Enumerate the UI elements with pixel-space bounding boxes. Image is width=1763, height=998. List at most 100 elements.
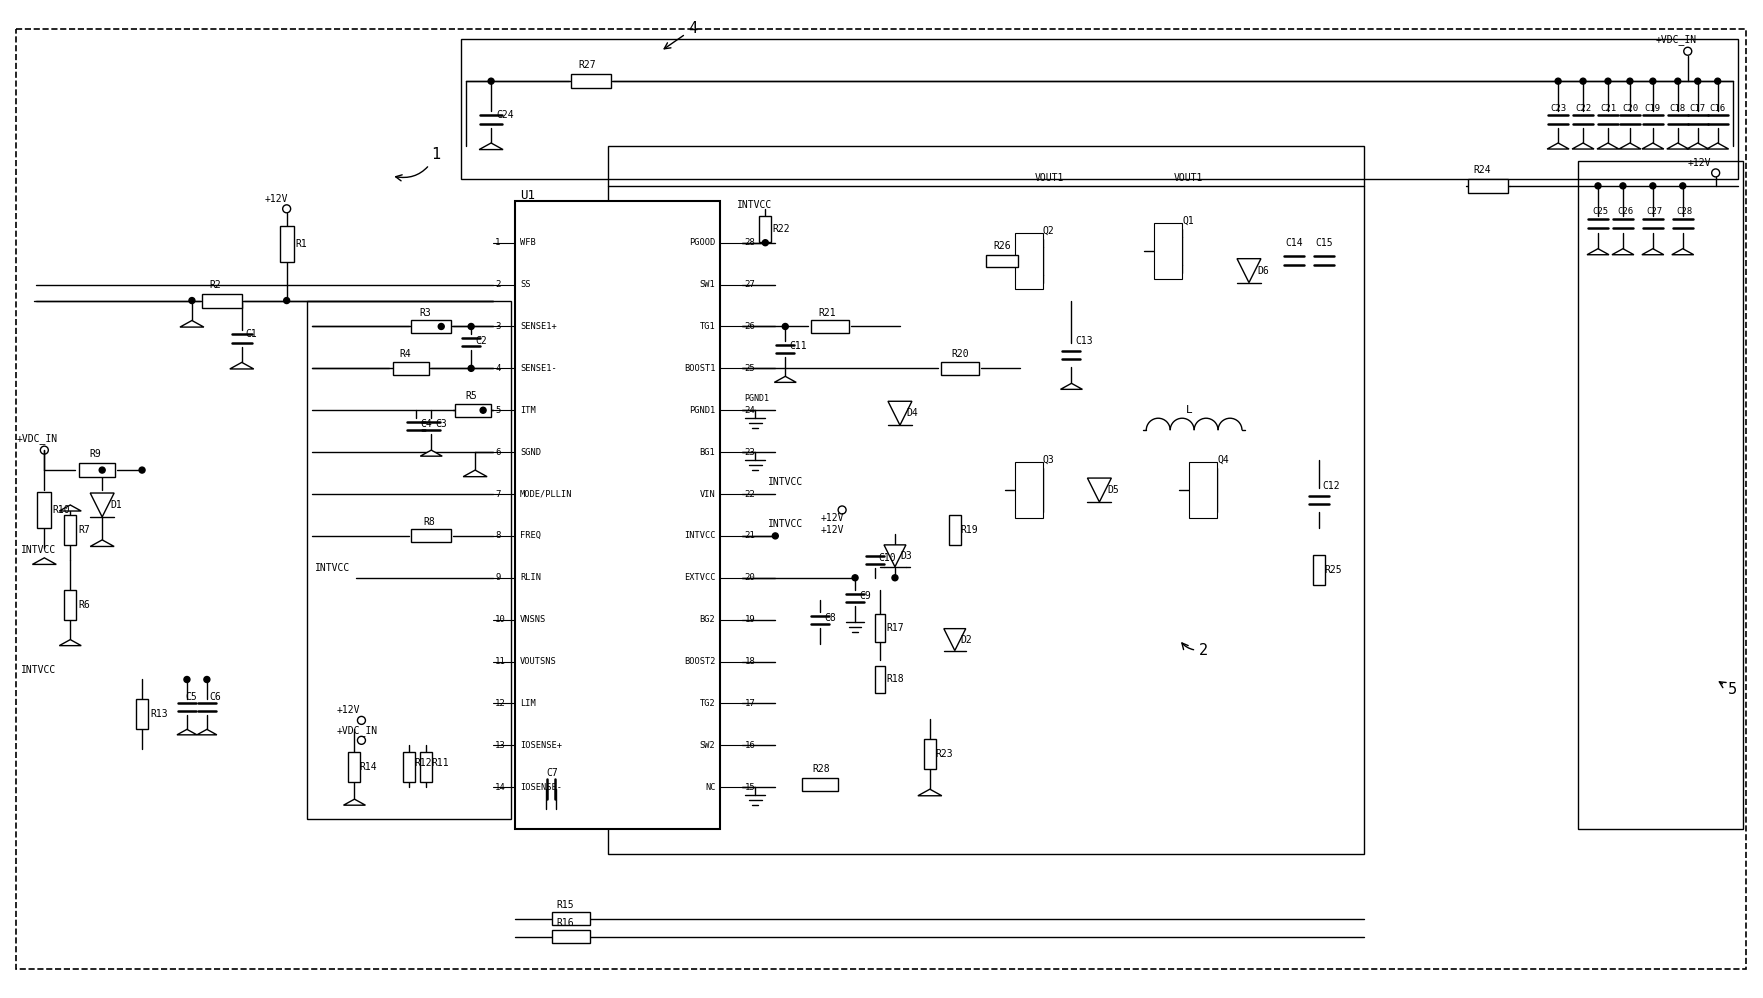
- Polygon shape: [943, 629, 966, 651]
- Circle shape: [488, 78, 494, 84]
- Circle shape: [772, 533, 777, 539]
- Text: R10: R10: [53, 505, 71, 515]
- Text: R5: R5: [465, 391, 478, 401]
- Circle shape: [1680, 183, 1685, 189]
- Bar: [349, 752, 360, 782]
- Text: 6: 6: [495, 448, 501, 457]
- Bar: [608, 146, 1363, 854]
- Circle shape: [1580, 78, 1587, 84]
- Bar: [1015, 462, 1042, 518]
- Text: R27: R27: [578, 60, 596, 70]
- Text: 19: 19: [744, 615, 755, 624]
- Text: R23: R23: [936, 749, 954, 759]
- Text: R2: R2: [210, 279, 222, 289]
- Text: RLIN: RLIN: [520, 573, 541, 582]
- Text: INTVCC: INTVCC: [684, 531, 716, 540]
- Bar: [552, 930, 591, 943]
- Circle shape: [1715, 78, 1721, 84]
- Text: TG1: TG1: [700, 322, 716, 331]
- Circle shape: [284, 297, 289, 303]
- Text: C10: C10: [878, 553, 896, 563]
- Text: C25: C25: [1592, 208, 1608, 217]
- Polygon shape: [1088, 478, 1111, 502]
- Text: C26: C26: [1617, 208, 1633, 217]
- Polygon shape: [1573, 143, 1594, 149]
- Text: 13: 13: [495, 741, 506, 749]
- Circle shape: [1627, 78, 1633, 84]
- Text: SENSE1+: SENSE1+: [520, 322, 557, 331]
- Text: VOUTSNS: VOUTSNS: [520, 657, 557, 666]
- Text: 20: 20: [744, 573, 755, 582]
- Text: +12V: +12V: [820, 513, 844, 523]
- Text: +12V: +12V: [1687, 158, 1712, 168]
- Text: FREQ: FREQ: [520, 531, 541, 540]
- Text: 15: 15: [744, 782, 755, 791]
- Text: R20: R20: [952, 349, 970, 359]
- Circle shape: [183, 677, 190, 683]
- Bar: [37, 492, 51, 528]
- Bar: [420, 752, 432, 782]
- Circle shape: [1650, 183, 1655, 189]
- Circle shape: [783, 323, 788, 329]
- Text: C2: C2: [476, 336, 487, 346]
- Circle shape: [1604, 78, 1611, 84]
- Text: C3: C3: [435, 419, 448, 429]
- Text: R13: R13: [150, 710, 167, 720]
- Text: EXTVCC: EXTVCC: [684, 573, 716, 582]
- Text: R17: R17: [887, 623, 904, 633]
- Text: VOUT1: VOUT1: [1174, 173, 1204, 183]
- Bar: [307, 300, 511, 819]
- Text: R3: R3: [420, 307, 430, 317]
- Circle shape: [1555, 78, 1560, 84]
- Text: R8: R8: [423, 517, 435, 527]
- Text: C21: C21: [1601, 104, 1617, 113]
- Bar: [136, 700, 148, 730]
- Text: INTVCC: INTVCC: [21, 545, 56, 555]
- Text: PGOOD: PGOOD: [689, 239, 716, 248]
- Text: BOOST2: BOOST2: [684, 657, 716, 666]
- Text: R21: R21: [818, 307, 836, 317]
- Polygon shape: [1597, 143, 1618, 149]
- Polygon shape: [1061, 383, 1082, 389]
- Text: VIN: VIN: [700, 489, 716, 499]
- Text: INTVCC: INTVCC: [314, 563, 349, 573]
- Bar: [1188, 462, 1216, 518]
- Text: 3: 3: [495, 322, 501, 331]
- Bar: [1469, 179, 1509, 193]
- Bar: [63, 515, 76, 545]
- Bar: [280, 226, 294, 261]
- Polygon shape: [344, 799, 365, 805]
- Bar: [462, 39, 1738, 179]
- Text: TG2: TG2: [700, 699, 716, 708]
- Circle shape: [1596, 183, 1601, 189]
- Text: 2: 2: [495, 280, 501, 289]
- Text: C18: C18: [1670, 104, 1685, 113]
- Text: Q1: Q1: [1183, 216, 1194, 226]
- Text: R9: R9: [90, 449, 100, 459]
- Bar: [802, 777, 837, 790]
- Text: SGND: SGND: [520, 448, 541, 457]
- Text: 7: 7: [495, 489, 501, 499]
- Text: BG2: BG2: [700, 615, 716, 624]
- Text: D4: D4: [906, 408, 919, 418]
- Text: D1: D1: [109, 500, 122, 510]
- Text: L: L: [1186, 405, 1194, 415]
- Text: R7: R7: [78, 525, 90, 535]
- Text: C1: C1: [245, 329, 257, 339]
- Polygon shape: [480, 143, 502, 150]
- Text: C15: C15: [1315, 238, 1333, 248]
- Text: 22: 22: [744, 489, 755, 499]
- Text: R4: R4: [400, 349, 411, 359]
- Bar: [552, 912, 591, 925]
- Text: 8: 8: [495, 531, 501, 540]
- Polygon shape: [919, 789, 941, 795]
- Polygon shape: [1671, 249, 1694, 254]
- Text: SS: SS: [520, 280, 531, 289]
- Text: PGND1: PGND1: [744, 394, 769, 403]
- Text: 12: 12: [495, 699, 506, 708]
- Polygon shape: [889, 401, 911, 425]
- Bar: [948, 515, 961, 545]
- Text: 1: 1: [395, 147, 441, 181]
- Text: C24: C24: [495, 110, 513, 120]
- Polygon shape: [60, 505, 81, 511]
